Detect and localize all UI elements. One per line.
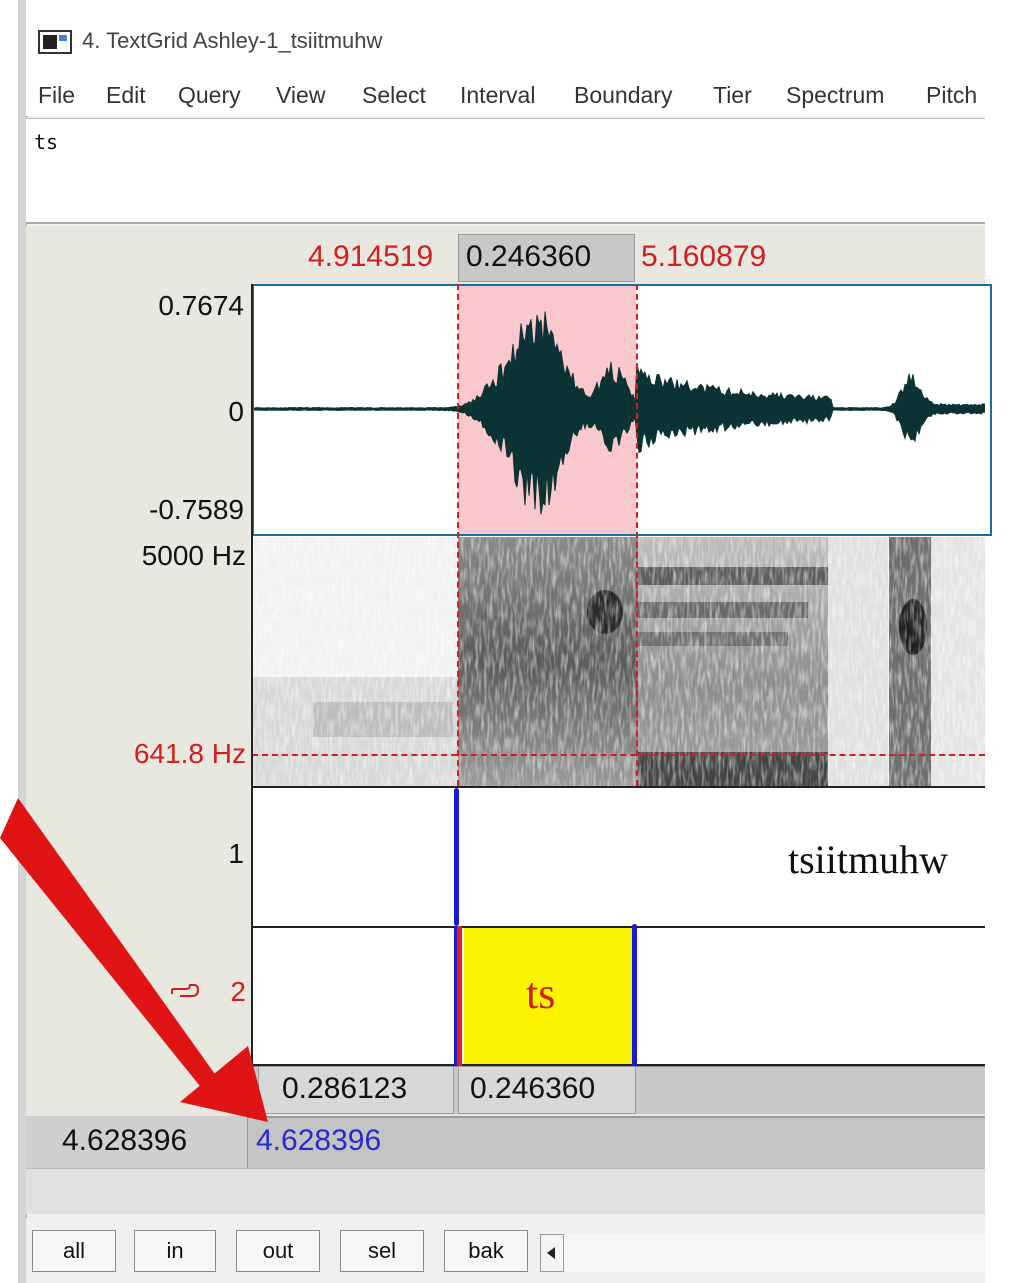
praat-window-icon bbox=[38, 30, 72, 54]
red-arrow-annotation-icon bbox=[0, 798, 268, 1122]
menu-view[interactable]: View bbox=[276, 82, 326, 108]
menu-spectrum[interactable]: Spectrum bbox=[786, 82, 885, 108]
tier2-number[interactable]: 2 bbox=[230, 976, 246, 1007]
waveform[interactable] bbox=[253, 286, 985, 535]
selection-start-line bbox=[457, 284, 459, 786]
interval-text-editor[interactable] bbox=[26, 118, 985, 224]
tier1-boundary[interactable] bbox=[454, 788, 459, 926]
spectrogram-max-frequency-label: 5000 Hz bbox=[141, 540, 246, 571]
spectrogram[interactable] bbox=[253, 537, 985, 786]
left-interval-duration: 0.286123 bbox=[282, 1072, 408, 1105]
menu-bar bbox=[26, 80, 985, 116]
empty-status-bar bbox=[26, 1168, 985, 1214]
menu-select[interactable]: Select bbox=[362, 82, 426, 108]
tier1-interval-text[interactable]: tsiitmuhw bbox=[788, 837, 949, 882]
frequency-cursor-line bbox=[252, 754, 985, 756]
zoom-back-button[interactable]: bak bbox=[444, 1230, 528, 1272]
tier1-top-border bbox=[252, 786, 985, 788]
waveform-zero-label: 0 bbox=[228, 396, 244, 427]
menu-boundary[interactable]: Boundary bbox=[574, 82, 673, 108]
menu-edit[interactable]: Edit bbox=[106, 82, 146, 108]
pointing-hand-icon bbox=[171, 984, 200, 997]
menu-tier[interactable]: Tier bbox=[713, 82, 752, 108]
zoom-selection-button[interactable]: sel bbox=[340, 1230, 424, 1272]
window-title: 4. TextGrid Ashley-1_tsiitmuhw bbox=[82, 28, 383, 53]
tier2-selected-interval[interactable] bbox=[464, 928, 634, 1064]
tier2-right-boundary[interactable] bbox=[632, 924, 637, 1068]
menu-file[interactable]: File bbox=[38, 82, 76, 108]
selection-end-line bbox=[636, 284, 638, 786]
selection-end-time: 5.160879 bbox=[641, 240, 767, 273]
zoom-all-button[interactable]: all bbox=[32, 1230, 116, 1272]
spectrogram-cursor-frequency-label: 641.8 Hz bbox=[133, 738, 246, 769]
tier2-left-boundary-selected[interactable] bbox=[457, 926, 462, 1068]
left-interval-duration-box[interactable] bbox=[258, 1066, 454, 1114]
selection-duration: 0.246360 bbox=[466, 240, 592, 273]
tier1-number[interactable]: 1 bbox=[228, 838, 244, 869]
window-duration: 4.628396 bbox=[62, 1124, 188, 1157]
selection-duration-box[interactable] bbox=[458, 234, 635, 282]
interval-text-value[interactable]: ts bbox=[34, 130, 59, 154]
title-bar bbox=[26, 0, 985, 82]
tier2-interval-text[interactable]: ts bbox=[526, 969, 556, 1018]
selected-interval-duration-box[interactable] bbox=[458, 1066, 636, 1114]
menu-interval[interactable]: Interval bbox=[460, 82, 536, 108]
horizontal-scrollbar-track[interactable] bbox=[564, 1234, 985, 1272]
waveform-min-label: -0.7589 bbox=[149, 494, 244, 525]
tier2-left-boundary[interactable] bbox=[454, 926, 459, 1068]
waveform-max-label: 0.7674 bbox=[158, 290, 244, 321]
selection-start-time: 4.914519 bbox=[308, 240, 434, 273]
zoom-in-button[interactable]: in bbox=[134, 1230, 216, 1272]
menu-query[interactable]: Query bbox=[178, 82, 241, 108]
visible-duration: 4.628396 bbox=[256, 1124, 382, 1157]
tier2-top-border bbox=[252, 926, 985, 928]
menu-pitch[interactable]: Pitch bbox=[926, 82, 978, 108]
zoom-out-button[interactable]: out bbox=[236, 1230, 320, 1272]
scroll-left-arrow-icon[interactable] bbox=[540, 1234, 564, 1272]
selected-interval-duration: 0.246360 bbox=[470, 1072, 596, 1105]
plot-bottom-edge bbox=[251, 1064, 985, 1066]
waveform-frame bbox=[252, 284, 992, 536]
window-duration-box[interactable] bbox=[26, 1116, 248, 1168]
plot-left-edge bbox=[251, 284, 253, 1066]
